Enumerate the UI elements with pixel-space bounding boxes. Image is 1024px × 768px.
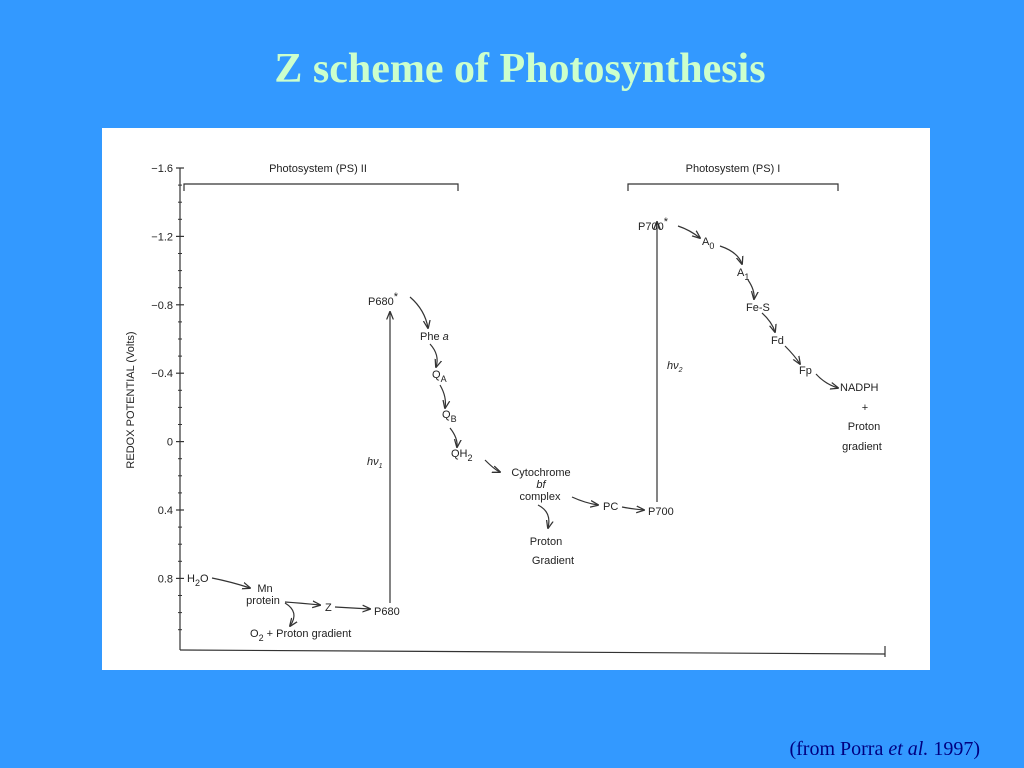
- node-a1: A1: [737, 267, 749, 282]
- node-qa: QA: [432, 369, 447, 384]
- group-label: Photosystem (PS) II: [269, 163, 367, 175]
- node-text: QH: [451, 448, 468, 460]
- node-text: hν: [367, 456, 379, 468]
- y-axis-label: REDOX POTENTIAL (Volts): [125, 331, 137, 468]
- tick-label: −1.2: [151, 231, 173, 243]
- subscript: 1: [379, 463, 383, 470]
- subscript: B: [451, 414, 457, 424]
- citation-text: 1997): [928, 738, 980, 760]
- node-nadph: +: [862, 402, 868, 414]
- tick-label: 0.4: [158, 505, 173, 517]
- tick-label: −0.8: [151, 300, 173, 312]
- subscript: 0: [709, 241, 714, 251]
- x-axis: [179, 649, 886, 655]
- node-p700: P700: [648, 506, 674, 518]
- node-cytochrome: bf: [536, 479, 546, 491]
- node-nadph: Proton: [848, 421, 880, 433]
- citation-text: (from Porra: [789, 738, 888, 760]
- bracket: [627, 183, 839, 191]
- slide-title: Z scheme of Photosynthesis: [274, 46, 765, 92]
- group-label: Photosystem (PS) I: [686, 163, 781, 175]
- y-ticks: −1.6 −1.2 −0.8 −0.4 0 0.4 0.8: [151, 163, 184, 631]
- citation: (from Porra et al. 1997): [789, 738, 980, 760]
- node-pc: PC: [603, 501, 618, 513]
- node-nadph: NADPH: [840, 382, 879, 394]
- node-mn: Mn: [257, 583, 272, 595]
- node-text: Q: [432, 369, 441, 381]
- node-proton: Gradient: [532, 555, 574, 567]
- superscript: *: [664, 216, 669, 228]
- bracket: [183, 183, 459, 191]
- subscript: 2: [468, 453, 473, 463]
- node-text: O: [250, 628, 259, 640]
- node-cytochrome: complex: [520, 491, 561, 503]
- node-text: A: [737, 267, 745, 279]
- node-mn: protein: [246, 595, 280, 607]
- node-p680-star: P680*: [368, 291, 399, 308]
- subscript: 2: [678, 367, 683, 374]
- node-z: Z: [325, 602, 332, 614]
- node-fes: Fe-S: [746, 302, 770, 314]
- node-p700-star: P700*: [638, 216, 669, 233]
- superscript: *: [394, 291, 399, 303]
- node-fp: Fp: [799, 365, 812, 377]
- subscript: A: [441, 374, 447, 384]
- figure-panel: [102, 128, 930, 670]
- node-text: Phe: [420, 331, 443, 343]
- node-qh2: QH2: [451, 448, 473, 463]
- node-qb: QB: [442, 409, 457, 424]
- subscript: 2: [195, 578, 200, 588]
- node-text: Q: [442, 409, 451, 421]
- subscript: 1: [744, 272, 749, 282]
- node-proton: Proton: [530, 536, 562, 548]
- node-text: H: [187, 573, 195, 585]
- tick-label: −1.6: [151, 163, 173, 175]
- node-text: P700: [638, 221, 664, 233]
- node-h2o: H2O: [187, 573, 209, 588]
- node-text: O: [200, 573, 209, 585]
- node-text: + Proton gradient: [264, 628, 352, 640]
- node-a0: A0: [702, 236, 714, 251]
- node-text: A: [702, 236, 710, 248]
- node-hv1: hν1: [367, 456, 383, 470]
- tick-label: 0: [167, 437, 173, 449]
- node-text: a: [443, 331, 449, 343]
- node-fd: Fd: [771, 335, 784, 347]
- arrows: [211, 222, 838, 626]
- node-o2: O2 + Proton gradient: [250, 628, 351, 643]
- node-p680: P680: [374, 606, 400, 618]
- node-hv2: hν2: [667, 360, 683, 374]
- tick-label: 0.8: [158, 573, 173, 585]
- citation-text: et al.: [888, 738, 928, 760]
- node-nadph: gradient: [842, 441, 882, 453]
- node-phe: Phe a: [420, 331, 449, 343]
- node-text: P680: [368, 296, 394, 308]
- node-text: hν: [667, 360, 679, 372]
- tick-label: −0.4: [151, 368, 173, 380]
- node-cytochrome: Cytochrome: [511, 467, 570, 479]
- subscript: 2: [259, 633, 264, 643]
